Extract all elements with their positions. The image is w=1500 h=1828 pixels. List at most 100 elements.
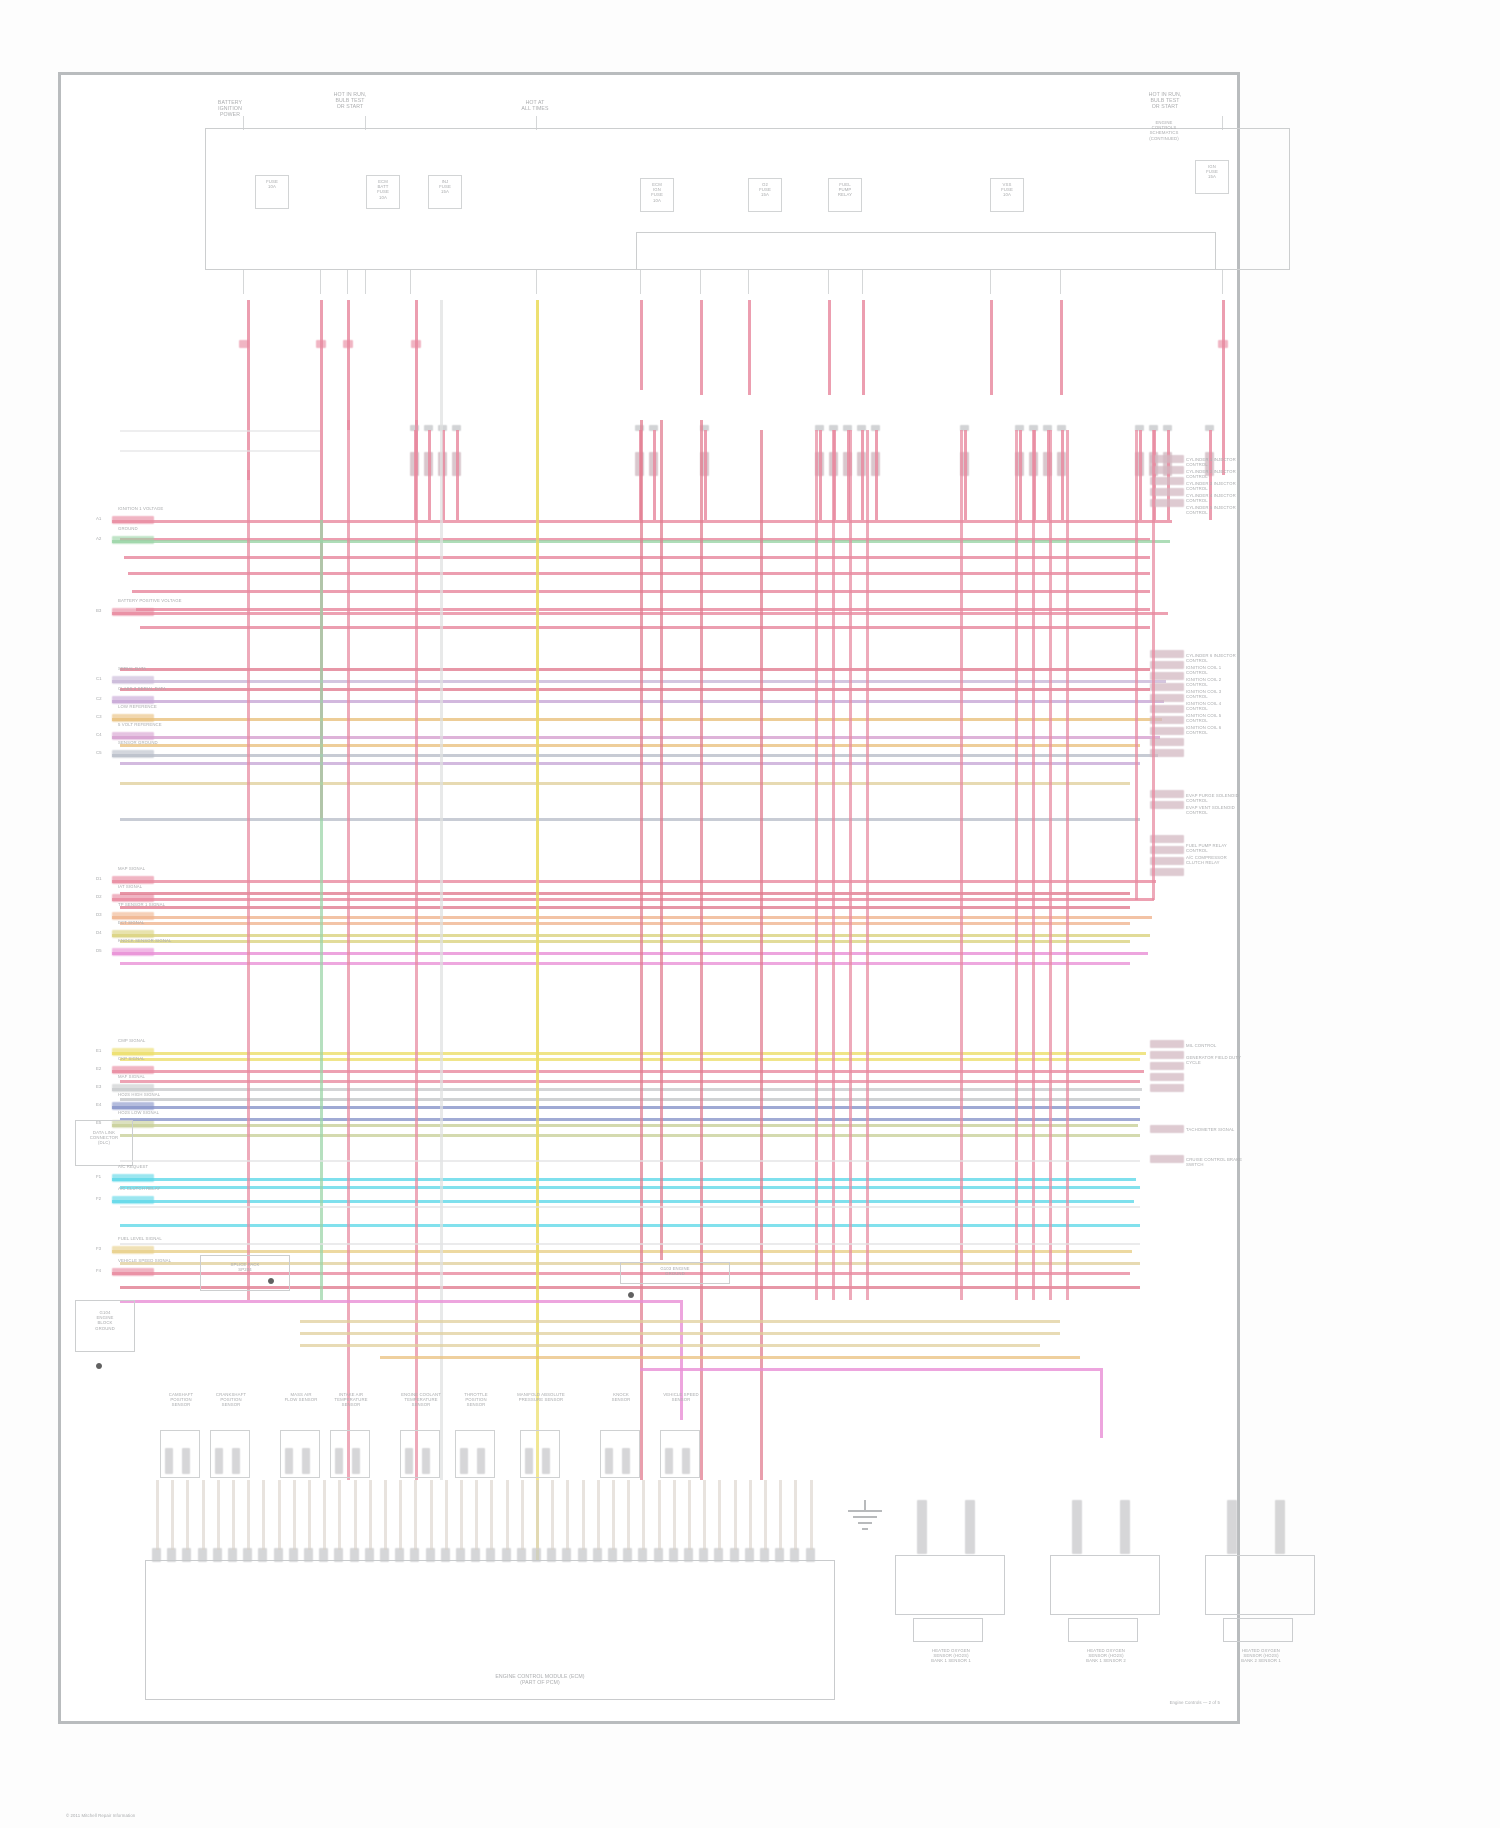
wire-vertical xyxy=(1049,430,1052,1300)
right-circuit-label-13: EVAP PURGE SOLENOID CONTROL xyxy=(1186,793,1239,804)
diagram-box xyxy=(913,1618,983,1642)
wire-vertical xyxy=(718,1480,722,1550)
source-label-hot-at-all-times: HOT AT ALL TIMES xyxy=(521,100,549,113)
wire-vertical xyxy=(323,1480,327,1550)
wire-vertical xyxy=(866,430,869,1300)
pin-number: B3 xyxy=(96,608,102,613)
diagram-box xyxy=(748,178,782,212)
wire-vertical xyxy=(440,300,443,1480)
connector-pin xyxy=(273,1548,283,1562)
wire-vertical xyxy=(764,1480,767,1550)
component-label-ckp: CRANKSHAFT POSITION SENSOR xyxy=(215,1392,247,1408)
right-circuit-label-12: IGNITION COIL 6 CONTROL xyxy=(1186,725,1222,736)
wire-vertical xyxy=(520,1480,524,1550)
connector-pin xyxy=(1150,790,1184,798)
circuit-label-D3: TP SENSOR 1 SIGNAL xyxy=(118,902,166,907)
diagram-box xyxy=(828,178,862,212)
right-circuit-label-8: IGNITION COIL 2 CONTROL xyxy=(1186,677,1222,688)
circuit-label-E3: MAF SIGNAL xyxy=(118,1074,146,1079)
wire-vertical xyxy=(320,520,323,1300)
connector-pin xyxy=(1120,1500,1130,1554)
top-right-note: ENGINE CONTROLS SCHEMATICS (CONTINUED) xyxy=(1149,120,1179,141)
diagram-box xyxy=(366,175,400,209)
o2-sensor-label-2: HEATED OXYGEN SENSOR (HO2S) BANK 1 SENSO… xyxy=(1086,1648,1126,1664)
wire-vertical xyxy=(232,1480,235,1550)
wire-vertical xyxy=(1066,430,1069,1300)
component-label-ks: KNOCK SENSOR xyxy=(611,1392,631,1403)
connector-pin xyxy=(471,1548,481,1562)
connector-pin xyxy=(405,1448,413,1474)
wire-horizontal xyxy=(120,1080,1140,1083)
wire-horizontal xyxy=(124,556,1150,559)
wire-horizontal xyxy=(120,688,1150,691)
circuit-label-C4: 5 VOLT REFERENCE xyxy=(118,722,162,727)
pin-number: D5 xyxy=(96,948,102,953)
wire-horizontal xyxy=(120,1300,680,1303)
connector-pin xyxy=(1135,425,1144,431)
connector-pin xyxy=(452,425,461,431)
connector-pin xyxy=(1150,835,1184,843)
diagram-box xyxy=(400,1430,440,1478)
connector-pin xyxy=(349,1548,359,1562)
connector-pin xyxy=(1057,425,1066,431)
connector-pin xyxy=(1205,425,1214,431)
wire-vertical xyxy=(733,1480,737,1550)
wire-horizontal xyxy=(120,940,1130,943)
wire-color-swatch xyxy=(343,340,353,348)
wire-vertical xyxy=(640,300,643,390)
wire-horizontal xyxy=(112,700,1164,703)
circuit-label-C2: CLASS 2 SERIAL DATA xyxy=(118,686,166,691)
diagram-box xyxy=(640,178,674,212)
connector-pin xyxy=(1015,425,1024,431)
wire-horizontal xyxy=(112,754,1158,757)
wire-horizontal xyxy=(300,1332,1060,1335)
connector-pin xyxy=(215,1448,223,1474)
wire-horizontal xyxy=(120,1134,1140,1137)
connector-pin xyxy=(668,1548,678,1562)
connector-pin xyxy=(1150,477,1184,485)
wire-vertical xyxy=(262,1480,266,1550)
connector-pin xyxy=(1150,661,1184,669)
wire-vertical xyxy=(365,116,366,130)
fuse-label-1: FUSE 10A xyxy=(266,179,278,190)
diagram-box xyxy=(520,1430,560,1478)
connector-pin xyxy=(1029,425,1038,431)
connector-pin xyxy=(182,1548,192,1562)
right-circuit-label-17: MIL CONTROL xyxy=(1186,1043,1217,1048)
right-circuit-label-3: CYLINDER 3 INJECTOR CONTROL xyxy=(1186,481,1236,492)
connector-pin xyxy=(232,1448,240,1474)
wire-vertical xyxy=(748,300,751,395)
right-circuit-label-14: EVAP VENT SOLENOID CONTROL xyxy=(1186,805,1235,816)
wire-vertical xyxy=(760,430,763,1480)
connector-pin xyxy=(815,425,824,431)
wire-vertical xyxy=(347,270,348,294)
fuse-label-6: FUEL PUMP RELAY xyxy=(837,182,853,198)
connector-pin xyxy=(460,1448,468,1474)
connector-pin xyxy=(917,1500,927,1554)
wire-vertical xyxy=(216,1480,220,1550)
connector-pin xyxy=(1163,425,1172,431)
wire-vertical xyxy=(748,1480,752,1550)
pin-number: C1 xyxy=(96,676,102,681)
wire-horizontal xyxy=(120,782,1130,785)
pin-number: C4 xyxy=(96,732,102,737)
wire-vertical xyxy=(428,430,431,520)
pin-number: E4 xyxy=(96,1102,102,1107)
right-circuit-label-18: GENERATOR FIELD DUTY CYCLE xyxy=(1186,1055,1242,1066)
connector-pin xyxy=(1150,749,1184,757)
diagram-box xyxy=(620,1262,730,1284)
wire-horizontal xyxy=(112,952,1148,955)
connector-pin xyxy=(1150,488,1184,496)
connector-pin xyxy=(152,1548,161,1562)
wire-horizontal xyxy=(120,892,1130,895)
wire-vertical xyxy=(247,1480,251,1550)
wire-horizontal xyxy=(120,744,1140,747)
diagram-box xyxy=(1223,1618,1293,1642)
wire-horizontal xyxy=(120,1058,1140,1061)
connector-pin xyxy=(542,1448,550,1474)
diagram-box xyxy=(428,175,462,209)
connector-pin xyxy=(1150,1125,1184,1133)
circuit-label-F1: A/C REQUEST xyxy=(118,1164,149,1169)
connector-pin xyxy=(1275,1500,1285,1554)
circuit-label-E5: HO2S LOW SIGNAL xyxy=(118,1110,160,1115)
